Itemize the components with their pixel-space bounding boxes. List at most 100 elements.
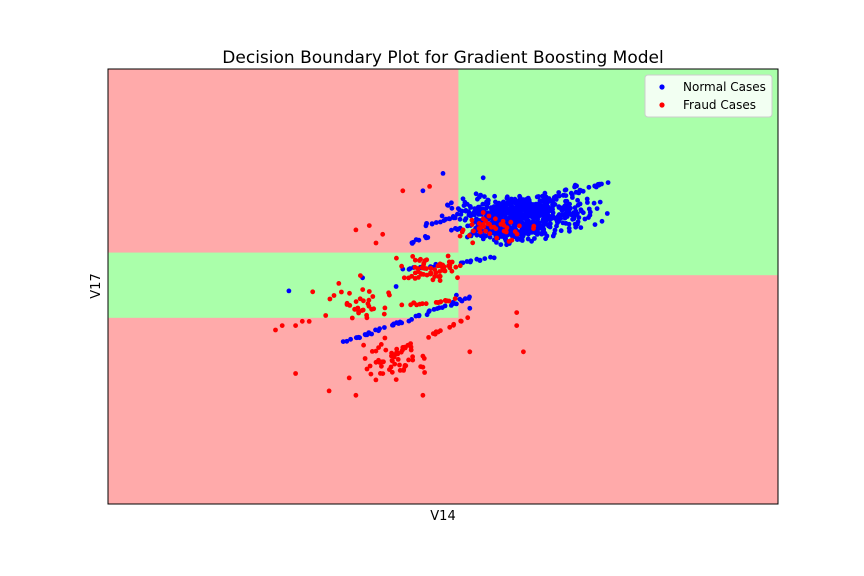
- normal-case-point: [409, 240, 415, 246]
- normal-case-point: [552, 231, 557, 236]
- normal-case-point: [393, 284, 399, 289]
- normal-case-point: [467, 204, 473, 209]
- normal-case-point: [509, 209, 514, 215]
- normal-case-point: [544, 210, 550, 216]
- fraud-case-point: [406, 357, 411, 363]
- fraud-case-point: [373, 359, 379, 365]
- fraud-case-point: [432, 267, 438, 272]
- fraud-case-point: [436, 274, 442, 279]
- normal-case-point: [424, 221, 429, 226]
- fraud-case-point: [380, 371, 386, 376]
- fraud-case-point: [478, 229, 483, 235]
- fraud-case-point: [310, 289, 316, 295]
- normal-case-point: [567, 201, 572, 207]
- fraud-case-point: [483, 228, 488, 234]
- fraud-case-point: [420, 265, 425, 271]
- fraud-case-point: [423, 301, 429, 307]
- fraud-case-point: [389, 358, 395, 363]
- fraud-case-point: [410, 354, 415, 360]
- fraud-case-point: [457, 263, 463, 269]
- fraud-case-point: [323, 313, 329, 318]
- fraud-case-point: [467, 349, 473, 355]
- fraud-case-point: [401, 275, 407, 281]
- fraud-case-point: [381, 311, 387, 317]
- fraud-case-point: [366, 223, 372, 229]
- normal-case-point: [556, 190, 562, 195]
- normal-case-point: [344, 338, 350, 344]
- normal-case-point: [549, 214, 554, 220]
- fraud-case-point: [467, 233, 472, 238]
- normal-case-point: [482, 256, 488, 261]
- normal-case-point: [439, 305, 445, 310]
- fraud-case-point: [483, 218, 488, 224]
- fraud-case-point: [376, 345, 381, 350]
- fraud-case-point: [293, 371, 298, 376]
- fraud-case-point: [417, 301, 423, 307]
- fraud-case-point: [476, 221, 482, 226]
- normal-case-point: [550, 202, 556, 208]
- normal-case-point: [520, 231, 525, 237]
- normal-case-point: [517, 218, 523, 224]
- fraud-case-point: [426, 335, 431, 340]
- fraud-case-point: [293, 323, 298, 328]
- normal-case-point: [449, 200, 454, 206]
- fraud-case-point: [382, 335, 388, 341]
- normal-case-point: [501, 199, 506, 205]
- normal-case-point: [539, 203, 545, 209]
- normal-case-point: [354, 335, 360, 341]
- normal-case-point: [517, 213, 522, 219]
- fraud-case-point: [514, 310, 520, 315]
- fraud-case-point: [364, 315, 370, 321]
- fraud-case-point: [465, 315, 471, 321]
- normal-case-point: [540, 193, 545, 199]
- fraud-case-point: [399, 302, 405, 308]
- normal-case-point: [424, 312, 430, 318]
- normal-case-point: [473, 191, 479, 197]
- normal-case-point: [523, 206, 529, 211]
- fraud-case-point: [360, 287, 366, 292]
- fraud-case-point: [470, 240, 476, 246]
- normal-case-point: [517, 193, 522, 199]
- fraud-case-point: [446, 263, 452, 269]
- fraud-case-point: [370, 294, 376, 299]
- fraud-case-point: [353, 392, 359, 398]
- fraud-case-point: [353, 299, 359, 304]
- normal-case-point: [390, 322, 395, 328]
- fraud-case-point: [344, 302, 350, 307]
- fraud-case-point: [438, 262, 444, 267]
- normal-case-point: [413, 313, 419, 319]
- normal-case-point: [597, 199, 603, 205]
- normal-case-point: [582, 216, 588, 222]
- normal-case-point: [451, 215, 456, 221]
- fraud-case-point: [451, 321, 457, 327]
- normal-case-point: [592, 222, 598, 228]
- fraud-case-point: [420, 392, 426, 398]
- normal-case-point: [462, 296, 468, 301]
- normal-case-point: [594, 206, 600, 212]
- fraud-case-point: [379, 363, 384, 369]
- normal-case-point: [449, 227, 454, 233]
- fraud-case-point: [437, 269, 443, 274]
- normal-case-point: [604, 211, 610, 216]
- normal-case-point: [406, 318, 412, 324]
- fraud-case-point: [410, 254, 416, 259]
- normal-case-point: [416, 237, 422, 243]
- fraud-case-point: [412, 257, 418, 263]
- fraud-case-point: [452, 296, 458, 301]
- normal-case-point: [591, 200, 597, 206]
- normal-case-point: [457, 216, 463, 222]
- normal-case-point: [585, 200, 590, 205]
- legend-marker-normal: [659, 84, 665, 90]
- fraud-case-point: [279, 323, 285, 328]
- fraud-case-point: [422, 370, 427, 375]
- normal-case-point: [517, 236, 522, 242]
- y-axis-label: V17: [89, 273, 104, 298]
- normal-case-point: [577, 187, 583, 193]
- normal-case-point: [445, 202, 450, 208]
- normal-case-point: [536, 194, 541, 199]
- fraud-case-point: [367, 363, 373, 369]
- normal-case-point: [538, 224, 544, 230]
- fraud-case-point: [394, 255, 399, 261]
- normal-case-point: [592, 183, 598, 189]
- normal-case-point: [455, 211, 460, 217]
